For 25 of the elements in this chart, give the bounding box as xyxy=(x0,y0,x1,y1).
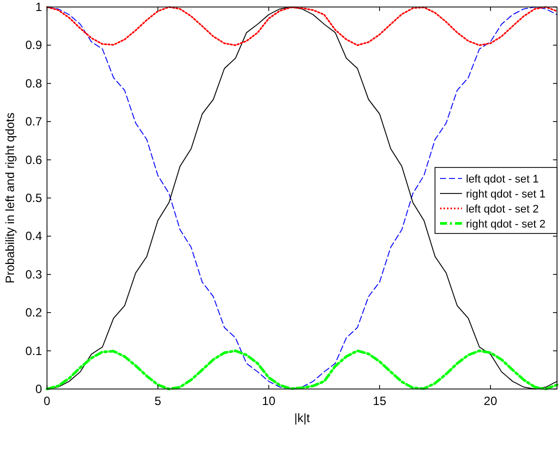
x-tick-label: 15 xyxy=(372,394,387,408)
y-tick-label: 0.4 xyxy=(25,229,42,244)
y-tick-label: 0.6 xyxy=(25,152,42,167)
y-tick-label: 0.8 xyxy=(25,76,42,90)
legend-label: left qdot - set 2 xyxy=(466,203,539,216)
x-tick-label: 20 xyxy=(484,394,498,408)
y-tick-label: 0.1 xyxy=(25,344,42,358)
y-tick-label: 0.9 xyxy=(25,38,42,52)
x-axis-title: |k|t xyxy=(294,411,310,425)
legend-label: right qdot - set 2 xyxy=(466,218,546,230)
y-tick-label: 0.3 xyxy=(25,267,42,282)
x-tick-label: 10 xyxy=(262,394,276,408)
legend-label: right qdot - set 1 xyxy=(466,188,546,200)
line-series xyxy=(46,350,558,390)
line-series xyxy=(46,6,558,390)
legend-label: left qdot - set 1 xyxy=(466,173,539,186)
x-tick-label: 5 xyxy=(154,394,162,408)
y-tick-label: 0 xyxy=(35,382,42,396)
y-tick-label: 0.2 xyxy=(25,306,42,320)
y-tick-label: 0.7 xyxy=(25,114,42,129)
y-tick-label: 0.5 xyxy=(25,191,42,205)
line-series xyxy=(46,6,558,46)
y-axis-title: Probability in left and right qdots xyxy=(3,112,17,284)
y-tick-label: 1 xyxy=(35,0,42,14)
x-tick-label: 0 xyxy=(44,394,51,408)
